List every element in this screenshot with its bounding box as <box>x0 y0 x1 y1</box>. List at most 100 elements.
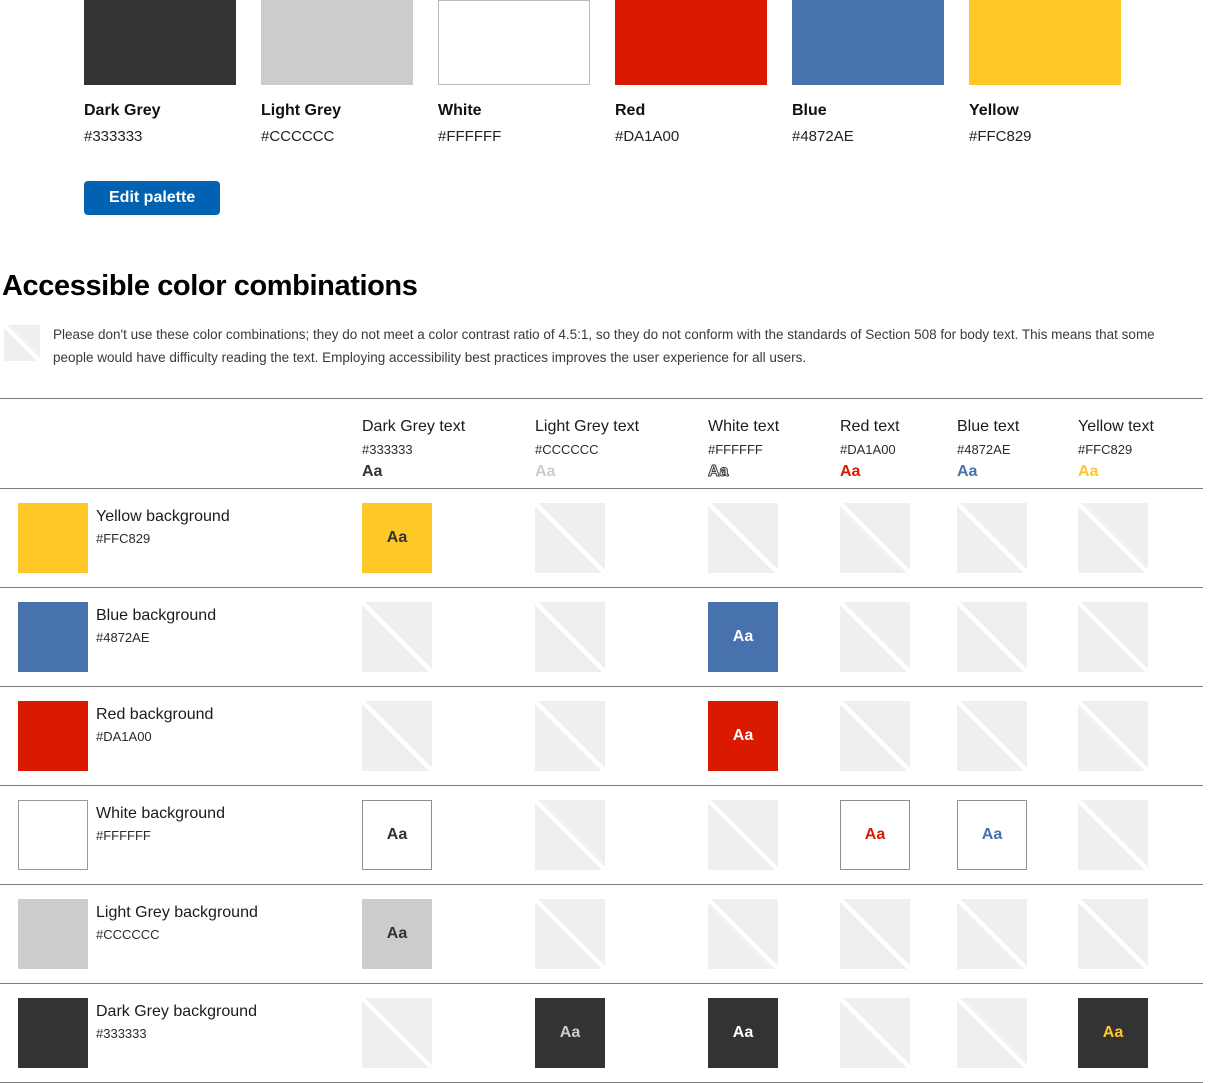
row-hex: #CCCCCC <box>96 927 160 942</box>
table-row: Yellow background #FFC829 Aa <box>0 488 1203 587</box>
swatch-color-box <box>261 0 413 85</box>
swatch-color-box <box>84 0 236 85</box>
palette-swatch: Red #DA1A00 <box>615 0 767 145</box>
combination-cell <box>840 885 957 983</box>
combination-cell <box>957 984 1078 1082</box>
combination-cell: Aa <box>957 786 1078 884</box>
row-swatch-cell <box>0 984 88 1082</box>
swatch-hex: #333333 <box>84 128 143 145</box>
swatch-color-box <box>615 0 767 85</box>
combination-cell: Aa <box>1078 984 1203 1082</box>
palette-swatch: Yellow #FFC829 <box>969 0 1121 145</box>
inaccessible-combination-swatch <box>1078 602 1148 672</box>
inaccessible-combination-swatch <box>362 602 432 672</box>
swatch-color-box <box>792 0 944 85</box>
table-row: White background #FFFFFF Aa Aa Aa <box>0 785 1203 884</box>
palette-swatch: Dark Grey #333333 <box>84 0 236 145</box>
accessible-sample-swatch: Aa <box>362 899 432 969</box>
column-hex: #CCCCCC <box>535 442 599 457</box>
swatch-name: Red <box>615 102 646 119</box>
combination-cell <box>1078 885 1203 983</box>
inaccessible-combination-swatch <box>535 800 605 870</box>
inaccessible-combination-swatch <box>840 701 910 771</box>
combination-cell: Aa <box>362 489 535 587</box>
accessible-sample-swatch: Aa <box>708 602 778 672</box>
edit-palette-button[interactable]: Edit palette <box>84 181 221 215</box>
inaccessible-combination-swatch <box>957 602 1027 672</box>
accessible-sample-swatch: Aa <box>708 701 778 771</box>
row-hex: #DA1A00 <box>96 729 152 744</box>
inaccessible-combination-swatch <box>840 998 910 1068</box>
combination-cell <box>957 885 1078 983</box>
row-label-cell: Dark Grey background #333333 <box>88 984 362 1082</box>
row-background-swatch <box>18 701 88 771</box>
inaccessible-combination-swatch <box>840 503 910 573</box>
accessible-sample-swatch: Aa <box>362 800 432 870</box>
combination-cell <box>535 786 708 884</box>
combination-cell <box>708 489 840 587</box>
combination-cell: Aa <box>362 786 535 884</box>
combination-cell <box>535 885 708 983</box>
inaccessible-combination-swatch <box>957 503 1027 573</box>
column-header: White text #FFFFFF Aa <box>708 399 840 488</box>
combination-cell <box>957 489 1078 587</box>
combination-cell <box>535 588 708 686</box>
palette-swatch: Blue #4872AE <box>792 0 944 145</box>
row-swatch-cell <box>0 489 88 587</box>
row-label-cell: Light Grey background #CCCCCC <box>88 885 362 983</box>
column-sample: Aa <box>708 463 729 481</box>
inaccessible-combination-swatch <box>535 899 605 969</box>
row-label-cell: White background #FFFFFF <box>88 786 362 884</box>
combination-cell: Aa <box>535 984 708 1082</box>
row-hex: #FFC829 <box>96 531 151 546</box>
inaccessible-combination-swatch <box>1078 503 1148 573</box>
column-header: Dark Grey text #333333 Aa <box>362 399 535 488</box>
table-row: Blue background #4872AE Aa <box>0 587 1203 686</box>
column-header: Blue text #4872AE Aa <box>957 399 1078 488</box>
inaccessible-combination-swatch <box>708 800 778 870</box>
combination-cell <box>708 885 840 983</box>
row-hex: #333333 <box>96 1026 147 1041</box>
combination-cell <box>840 489 957 587</box>
combination-cell: Aa <box>840 786 957 884</box>
swatch-hex: #4872AE <box>792 128 854 145</box>
inaccessible-combination-swatch <box>840 899 910 969</box>
column-sample: Aa <box>1078 463 1099 480</box>
combination-cell <box>840 687 957 785</box>
swatch-name: Dark Grey <box>84 102 161 119</box>
column-hex: #FFC829 <box>1078 442 1133 457</box>
page-title: Accessible color combinations <box>2 270 418 302</box>
row-swatch-cell <box>0 786 88 884</box>
row-swatch-cell <box>0 687 88 785</box>
combination-cell: Aa <box>362 885 535 983</box>
combination-cell <box>362 687 535 785</box>
combination-cell <box>362 588 535 686</box>
column-name: Blue text <box>957 418 1020 435</box>
combination-cell <box>535 687 708 785</box>
inaccessible-note: Please don't use these color combination… <box>0 323 1211 369</box>
inaccessible-combination-swatch <box>1078 800 1148 870</box>
palette-swatch-row: Dark Grey #333333 Light Grey #CCCCCC Whi… <box>84 0 1211 145</box>
row-hex: #FFFFFF <box>96 828 151 843</box>
accessible-sample-swatch: Aa <box>535 998 605 1068</box>
row-hex: #4872AE <box>96 630 150 645</box>
combination-cell <box>1078 687 1203 785</box>
row-background-swatch <box>18 800 88 870</box>
row-swatch-cell <box>0 588 88 686</box>
inaccessible-combination-swatch <box>535 602 605 672</box>
combination-cell <box>1078 588 1203 686</box>
column-name: Light Grey text <box>535 418 640 435</box>
fail-swatch-icon <box>4 325 40 361</box>
inaccessible-combination-swatch <box>957 998 1027 1068</box>
inaccessible-combination-swatch <box>708 899 778 969</box>
column-header: Light Grey text #CCCCCC Aa <box>535 399 708 488</box>
accessible-sample-swatch: Aa <box>708 998 778 1068</box>
accessible-sample-swatch: Aa <box>840 800 910 870</box>
row-name: Light Grey background <box>96 904 258 921</box>
column-sample: Aa <box>535 463 556 480</box>
row-label-cell: Yellow background #FFC829 <box>88 489 362 587</box>
combination-cell <box>957 687 1078 785</box>
inaccessible-combination-swatch <box>535 701 605 771</box>
column-hex: #333333 <box>362 442 413 457</box>
combination-cell <box>1078 786 1203 884</box>
